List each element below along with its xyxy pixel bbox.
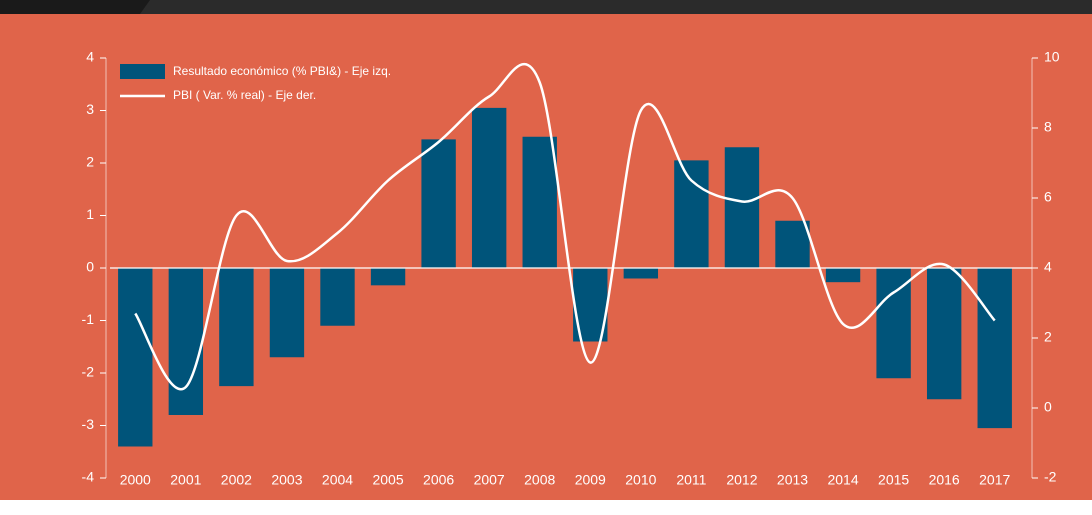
x-tick-label: 2008	[524, 472, 555, 488]
x-tick-label: 2011	[676, 472, 706, 488]
bar	[421, 139, 456, 268]
x-tick-label: 2017	[979, 472, 1010, 488]
bar	[674, 160, 709, 268]
top-band	[0, 0, 1092, 14]
bar	[876, 268, 911, 379]
y-tick-label: -3	[82, 416, 95, 432]
bar	[825, 268, 861, 283]
bar	[219, 268, 254, 387]
x-tick-label: 2006	[423, 472, 454, 488]
y2-tick-label: 8	[1044, 119, 1052, 135]
y-tick-label: 1	[86, 206, 94, 222]
bar	[724, 147, 760, 268]
bar	[977, 268, 1012, 429]
bar	[168, 268, 204, 415]
y2-tick-label: 2	[1044, 329, 1052, 345]
y2-tick-label: -2	[1044, 469, 1057, 485]
x-tick-label: 2007	[474, 472, 505, 488]
bar	[269, 268, 305, 358]
top-band-tab	[0, 0, 150, 14]
y2-tick-label: 0	[1044, 399, 1052, 415]
x-tick-label: 2000	[120, 472, 151, 488]
x-tick-label: 2016	[929, 472, 960, 488]
x-tick-label: 2012	[726, 472, 757, 488]
x-tick-label: 2001	[170, 472, 201, 488]
legend-label: Resultado económico (% PBI&) - Eje izq.	[173, 64, 391, 78]
bar	[522, 136, 557, 268]
x-tick-label: 2009	[575, 472, 606, 488]
x-tick-label: 2010	[625, 472, 656, 488]
bar	[623, 268, 659, 279]
y-tick-label: 3	[86, 101, 94, 117]
x-tick-label: 2005	[372, 472, 403, 488]
y-tick-label: 4	[86, 49, 94, 65]
bar	[118, 268, 153, 447]
y2-tick-label: 6	[1044, 189, 1052, 205]
bar	[471, 107, 507, 268]
y-tick-label: -1	[82, 311, 95, 327]
y-tick-label: -2	[82, 364, 95, 380]
x-tick-label: 2003	[271, 472, 302, 488]
legend-label: PBI ( Var. % real) - Eje der.	[173, 88, 316, 102]
x-tick-label: 2004	[322, 472, 353, 488]
y2-tick-label: 4	[1044, 259, 1052, 275]
y-tick-label: 2	[86, 154, 94, 170]
x-tick-label: 2013	[777, 472, 808, 488]
y-tick-label: 0	[86, 259, 94, 275]
bar	[926, 268, 962, 400]
legend-swatch	[120, 64, 165, 79]
y2-tick-label: 10	[1044, 49, 1060, 65]
x-tick-label: 2014	[827, 472, 858, 488]
x-tick-label: 2002	[221, 472, 252, 488]
line	[134, 63, 996, 391]
y-tick-label: -4	[82, 469, 95, 485]
bar	[775, 220, 810, 268]
x-tick-label: 2015	[878, 472, 909, 488]
bar	[370, 268, 406, 286]
bar	[320, 268, 355, 326]
